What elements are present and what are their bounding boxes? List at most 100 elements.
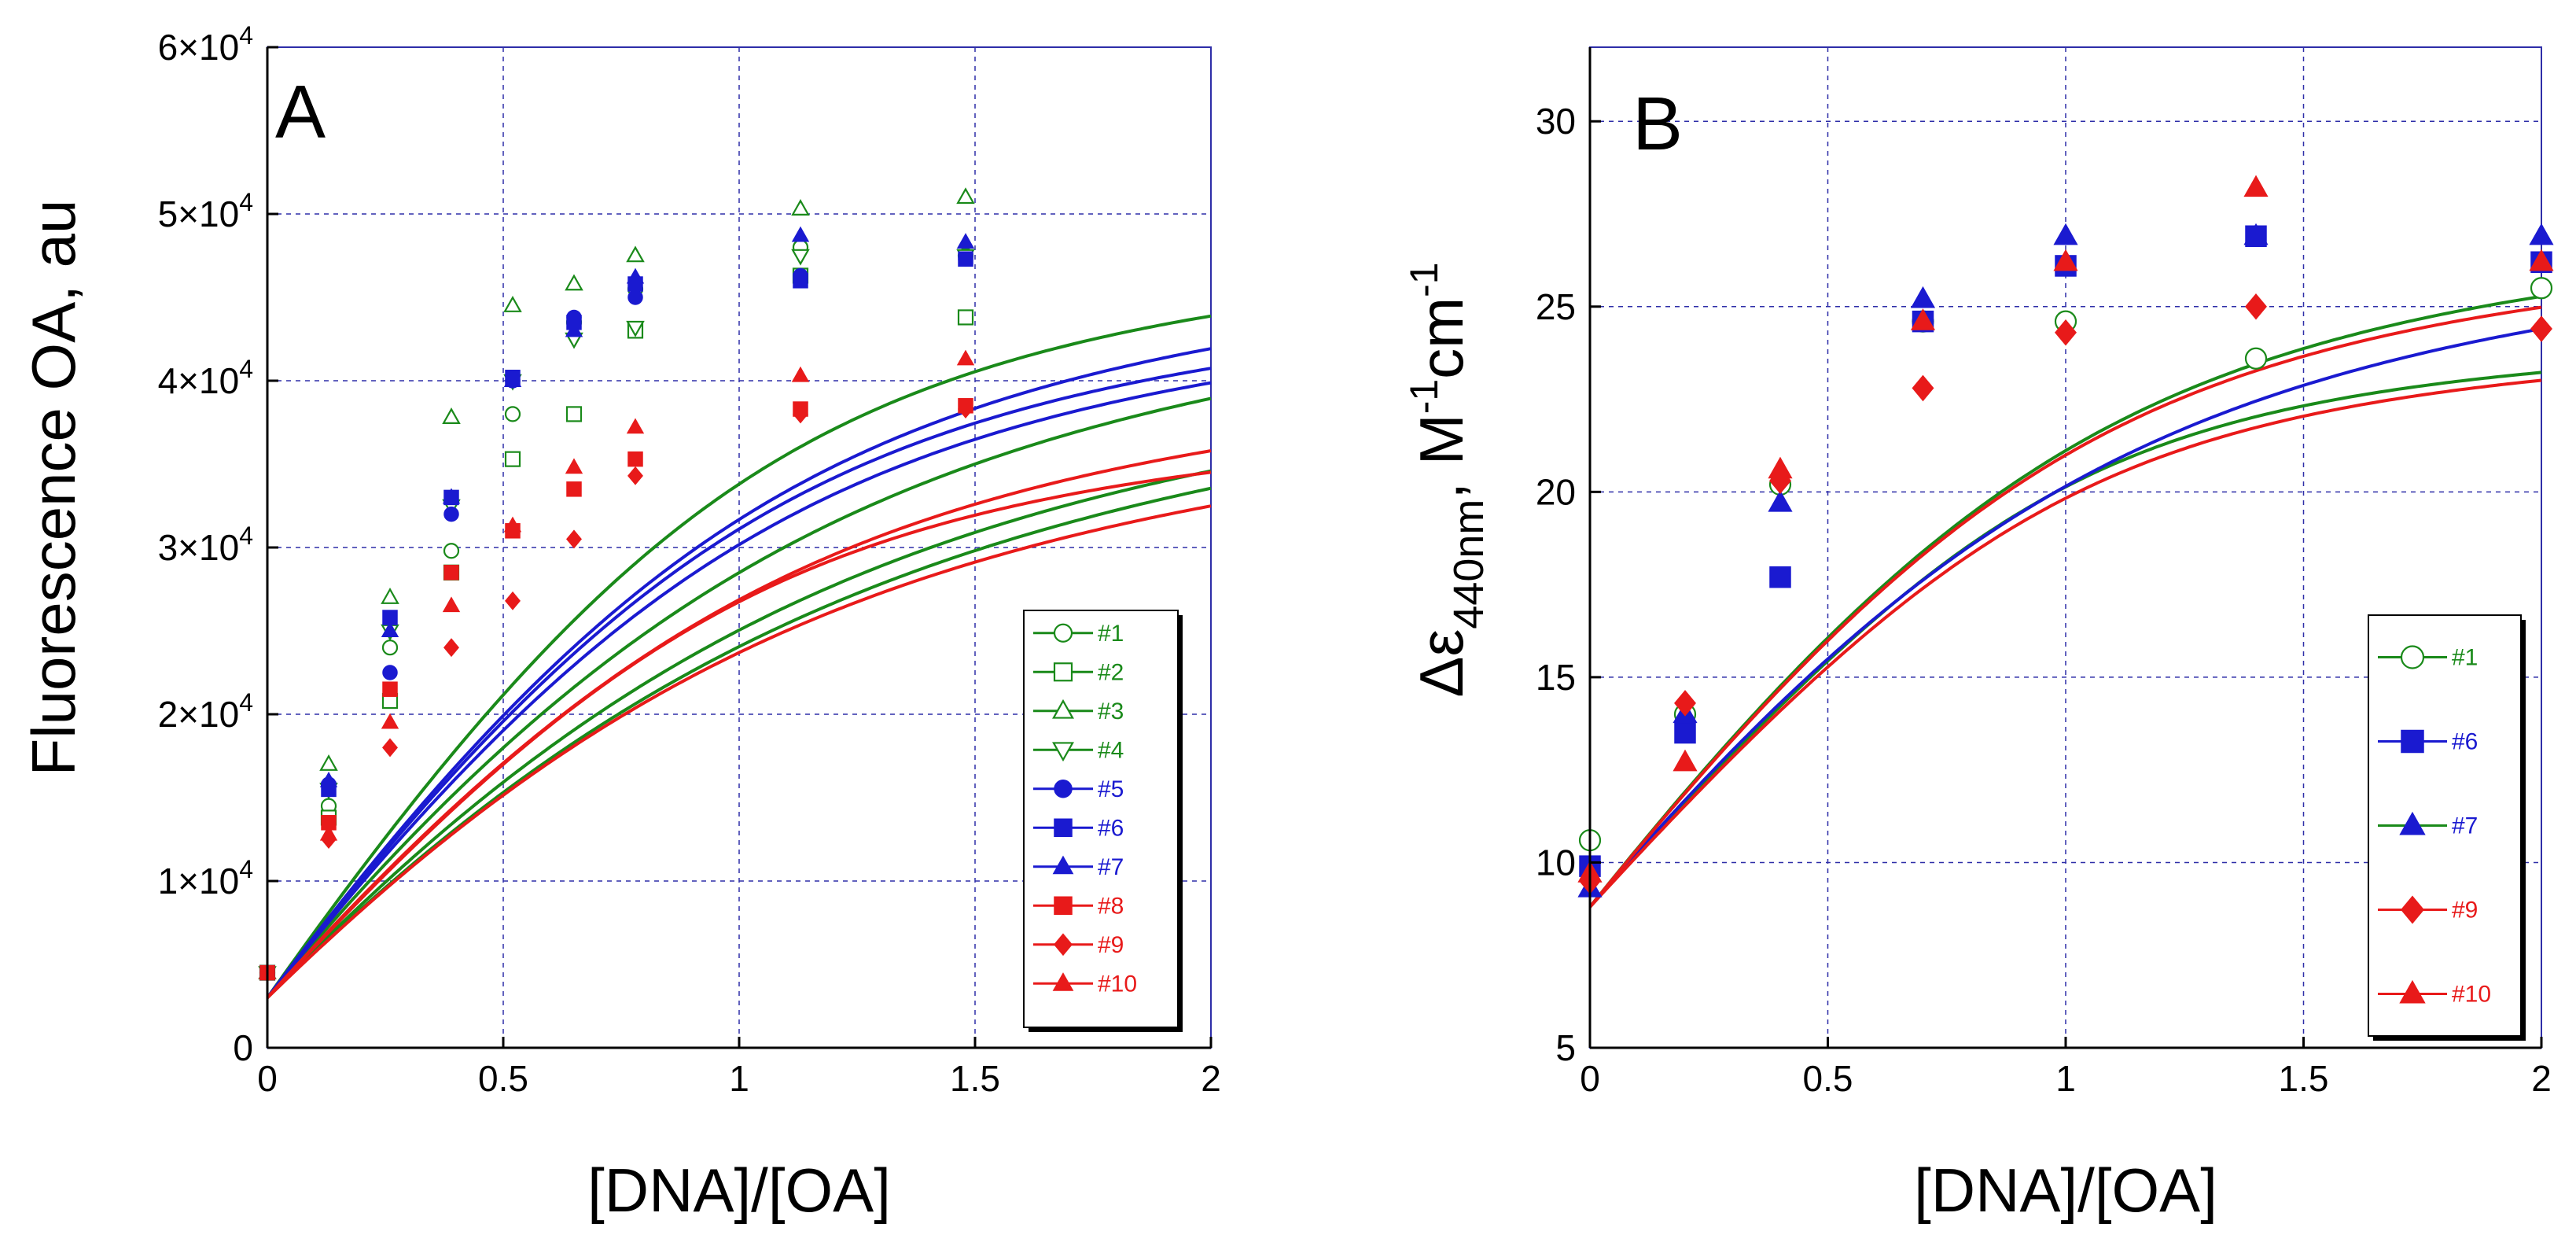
- panel-a-y-tick-label: 2×104: [158, 688, 253, 735]
- panel-a-series-7-point: [503, 371, 522, 387]
- panel-a-series-7-point: [565, 321, 583, 337]
- panel-a-y-tick-exponent: 4: [239, 522, 253, 550]
- panel-b-y-tick-label: 10: [1536, 842, 1576, 883]
- panel-b-y-tick-label: 20: [1536, 471, 1576, 512]
- panel-a-y-tick-mantissa: 2×10: [158, 694, 240, 735]
- panel-a-y-tick-mantissa: 6×10: [158, 27, 240, 68]
- panel-a-series-10-point: [956, 349, 975, 366]
- panel-b-letter: B: [1632, 82, 1683, 166]
- panel-b-series-4-point: [2055, 319, 2077, 346]
- panel-b-legend-marker: [2399, 811, 2426, 835]
- panel-a-y-tick-mantissa: 1×10: [158, 861, 240, 901]
- panel-a-series-9-point: [793, 404, 808, 424]
- panel-b-series-3-point: [2529, 223, 2554, 245]
- panel-b-legend-marker: [2401, 729, 2424, 754]
- panel-a-y-tick-exponent: 4: [239, 855, 253, 883]
- panel-a-series-3-point: [626, 245, 645, 263]
- panel-b-series-3-point: [1910, 286, 1936, 308]
- panel-a: 0 0.5 1 1.5 2 01×1042×1043×1044×1045×1046×10…: [19, 21, 1221, 1225]
- panel-a-series-3-point: [956, 187, 975, 205]
- panel-a-series-10-point: [791, 366, 810, 382]
- panel-a-legend-label: #3: [1098, 699, 1124, 724]
- panel-a-y-tick-label: 0: [233, 1027, 253, 1068]
- panel-b-y-label-unit-prefix: , M: [1407, 414, 1476, 499]
- panel-a-y-tick-exponent: 4: [239, 688, 253, 717]
- panel-a-series-5-point: [443, 506, 459, 522]
- panel-b-legend-label: #10: [2452, 982, 2491, 1008]
- panel-b-y-label-sub: 440nm: [1445, 500, 1492, 629]
- panel-b-series-1-point: [2530, 277, 2553, 300]
- panel-a-x-tick-label: 0: [257, 1058, 278, 1099]
- panel-a-series-10-point: [319, 824, 338, 841]
- panel-a-legend-marker: [1053, 623, 1073, 643]
- panel-a-series-9-point: [566, 529, 582, 549]
- panel-b-y-label-main: Δε: [1407, 629, 1476, 698]
- panel-b-series-5-point: [1673, 749, 1698, 772]
- panel-a-x-tick-label: 1: [729, 1058, 749, 1099]
- panel-a-series-2-point: [504, 451, 521, 467]
- panel-a-series-10-point: [565, 458, 583, 474]
- panel-b-x-tick-label: 0.5: [1803, 1058, 1853, 1099]
- panel-a-series-1-point: [381, 640, 399, 656]
- panel-b-x-tick-label: 0: [1580, 1058, 1600, 1099]
- panel-a-legend-label: #9: [1098, 932, 1124, 958]
- panel-b-y-tick-label: 30: [1536, 101, 1576, 142]
- panel-a-series-8-point: [382, 681, 398, 697]
- panel-b-series-2-point: [1674, 721, 1696, 744]
- panel-b-y-label-exp1: -1: [1402, 379, 1446, 414]
- panel-b-series-3-point: [2053, 223, 2078, 245]
- panel-a-fit-curve-6: [266, 367, 1212, 999]
- panel-a-legend-marker: [1052, 699, 1074, 719]
- panel-a-series-8-point: [627, 451, 643, 467]
- panel-a-series-3-point: [381, 588, 399, 604]
- panel-a-series-4-point: [626, 320, 645, 337]
- panel-a-y-tick-label: 1×104: [158, 855, 253, 901]
- panel-b-fit-curve-5: [1588, 305, 2542, 909]
- panel-b-legend-marker: [2401, 895, 2424, 924]
- panel-a-series-9-point: [627, 466, 643, 485]
- panel-a-series-7-point: [791, 226, 810, 242]
- panel-a-fit-curve-9: [266, 504, 1212, 999]
- panel-b-legend-label: #1: [2452, 645, 2478, 671]
- panel-a-y-axis-label: Fluorescence OA, au: [19, 200, 88, 776]
- panel-b-legend: #1 #6 #7 #9 #10: [2368, 614, 2526, 1041]
- panel-a-series-10-point: [626, 418, 645, 434]
- panel-a-series-6-point: [793, 273, 808, 289]
- panel-a-series-7-point: [626, 267, 645, 284]
- panel-a-legend-marker: [1054, 896, 1073, 915]
- panel-a-series-7-point: [956, 233, 975, 249]
- panel-b-x-tick-label: 1: [2055, 1058, 2076, 1099]
- panel-b-y-tick-label: 25: [1536, 286, 1576, 327]
- panel-a-series-2-point: [957, 309, 974, 326]
- panel-a-series-8-point: [443, 565, 459, 581]
- panel-b-y-tick-label: 5: [1555, 1027, 1576, 1068]
- panel-a-series-7-point: [442, 488, 461, 504]
- panel-a-legend-box: [1023, 610, 1179, 1028]
- panel-a-x-tick-label: 2: [1201, 1058, 1221, 1099]
- panel-a-fit-curve-5: [266, 381, 1212, 999]
- panel-a-y-tick-mantissa: 5×10: [158, 194, 240, 234]
- panel-a-fit-curve-4: [266, 396, 1212, 999]
- panel-a-legend-label: #10: [1098, 971, 1137, 997]
- panel-b-fit-curve-2: [1588, 327, 2542, 909]
- panel-b-series-4-point: [1674, 690, 1696, 717]
- panel-a-fit-curve-2: [266, 469, 1212, 999]
- panel-a-series-8-point: [566, 481, 582, 497]
- panel-a-series-10-point: [442, 596, 461, 613]
- panel-a-legend-marker: [1053, 662, 1073, 682]
- panel-a-legend-marker: [1052, 742, 1074, 762]
- panel-a-series-4-point: [791, 249, 810, 266]
- panel-a-series-5-point: [382, 665, 398, 680]
- panel-b-x-tick-label: 1.5: [2279, 1058, 2329, 1099]
- panel-b-series-3-point: [2243, 223, 2269, 245]
- panel-b-series-4-point: [2245, 293, 2267, 320]
- panel-b-x-ticks: 0 0.5 1 1.5 2: [1580, 1037, 2552, 1099]
- panel-a-y-tick-mantissa: 3×10: [158, 527, 240, 568]
- panel-b-y-label-exp2: -1: [1402, 262, 1446, 297]
- panel-b-y-label-unit-mid: cm: [1407, 297, 1476, 379]
- panel-a-legend-label: #4: [1098, 737, 1124, 763]
- panel-a-series-3-point: [319, 754, 338, 771]
- panel-a-x-tick-label: 0.5: [478, 1058, 528, 1099]
- panel-a-legend-marker: [1052, 972, 1074, 991]
